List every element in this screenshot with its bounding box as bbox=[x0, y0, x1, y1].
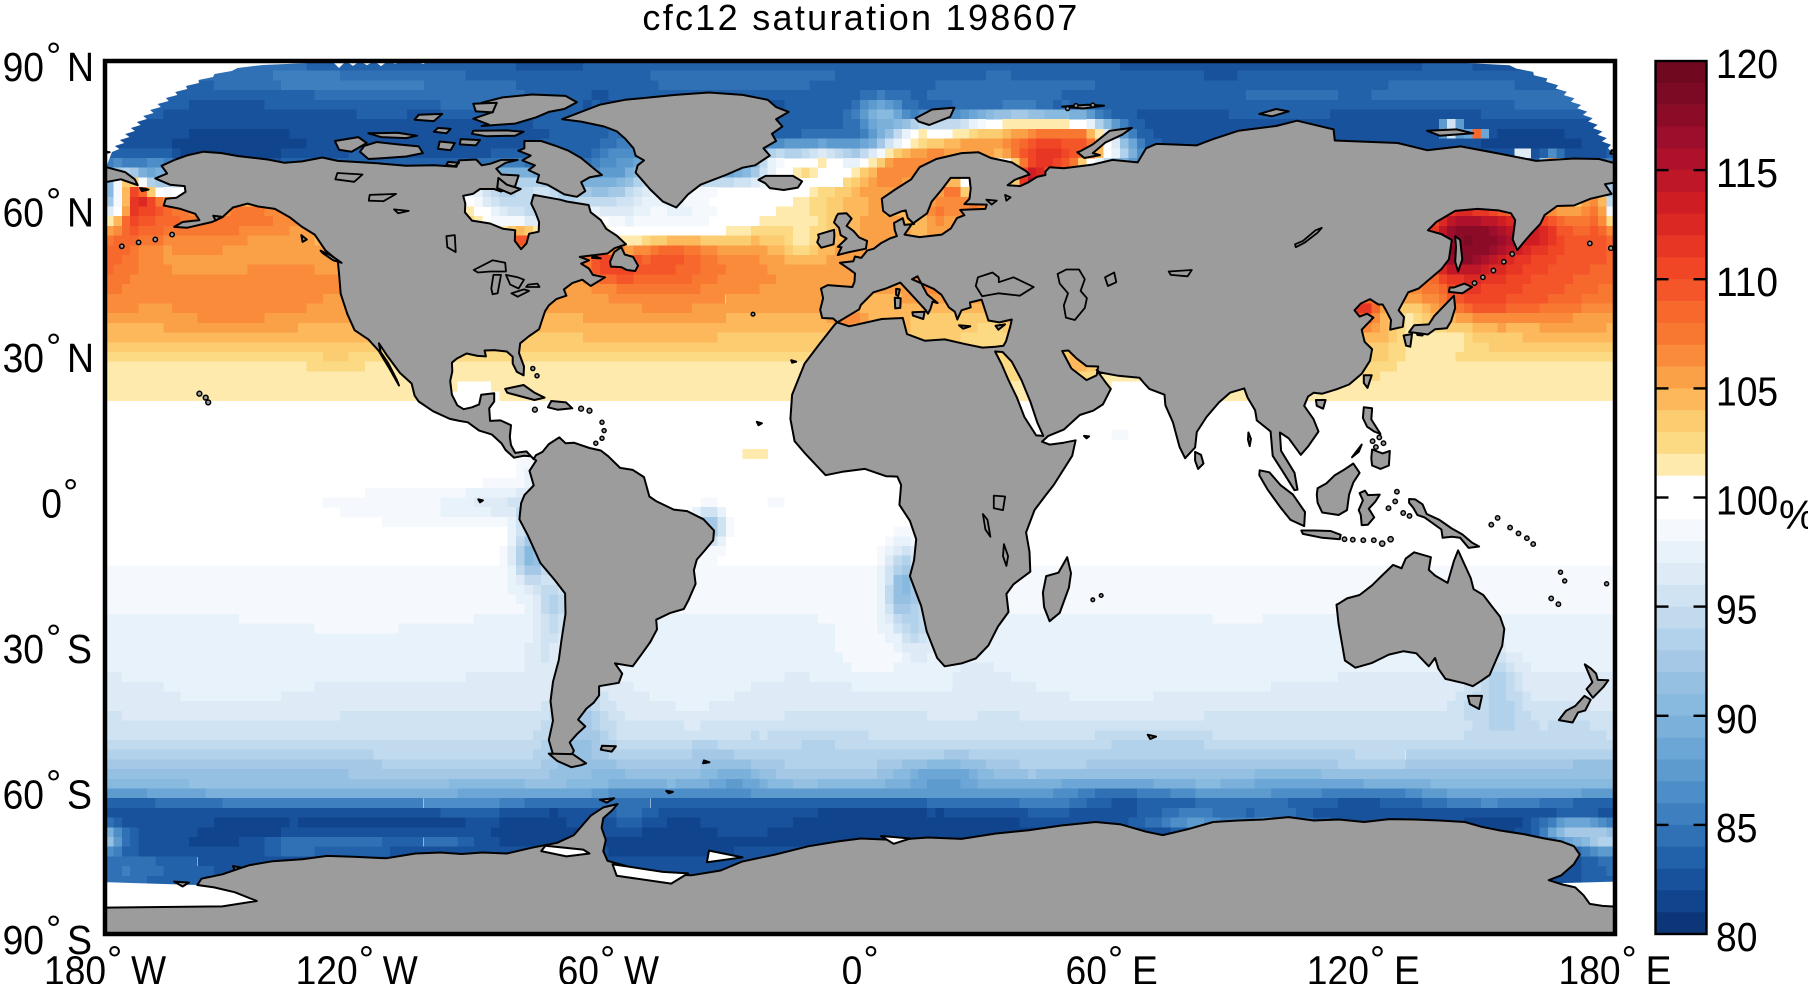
svg-text:°: ° bbox=[46, 182, 61, 224]
svg-text:S: S bbox=[67, 917, 92, 963]
svg-text:60: 60 bbox=[3, 190, 44, 236]
svg-text:90: 90 bbox=[3, 44, 44, 90]
svg-text:cfc12 saturation 198607: cfc12 saturation 198607 bbox=[642, 0, 1079, 38]
svg-text:95: 95 bbox=[1716, 587, 1757, 633]
svg-text:N: N bbox=[67, 335, 94, 381]
svg-text:90: 90 bbox=[3, 917, 44, 963]
svg-text:N: N bbox=[67, 44, 94, 90]
svg-text:W: W bbox=[131, 948, 166, 984]
svg-text:°: ° bbox=[46, 909, 61, 951]
svg-text:60: 60 bbox=[558, 948, 599, 984]
svg-text:°: ° bbox=[600, 940, 615, 982]
svg-text:60: 60 bbox=[1066, 948, 1107, 984]
svg-text:°: ° bbox=[1370, 940, 1385, 982]
svg-text:180: 180 bbox=[44, 948, 106, 984]
svg-text:%: % bbox=[1779, 492, 1808, 538]
svg-text:100: 100 bbox=[1716, 478, 1778, 524]
svg-text:115: 115 bbox=[1716, 150, 1778, 196]
svg-text:°: ° bbox=[46, 764, 61, 806]
svg-text:105: 105 bbox=[1716, 368, 1778, 414]
svg-text:°: ° bbox=[63, 473, 78, 515]
svg-text:W: W bbox=[383, 948, 418, 984]
svg-text:N: N bbox=[67, 190, 94, 236]
svg-text:°: ° bbox=[46, 618, 61, 660]
svg-text:120: 120 bbox=[1307, 948, 1369, 984]
svg-text:°: ° bbox=[359, 940, 374, 982]
svg-text:0: 0 bbox=[842, 948, 863, 984]
svg-text:°: ° bbox=[1622, 940, 1637, 982]
svg-text:85: 85 bbox=[1716, 805, 1757, 851]
svg-text:E: E bbox=[1132, 948, 1158, 984]
svg-text:°: ° bbox=[46, 327, 61, 369]
svg-text:°: ° bbox=[863, 940, 878, 982]
svg-text:S: S bbox=[67, 626, 92, 672]
svg-text:E: E bbox=[1646, 948, 1672, 984]
svg-text:80: 80 bbox=[1716, 914, 1757, 960]
svg-text:30: 30 bbox=[3, 626, 44, 672]
svg-text:W: W bbox=[624, 948, 659, 984]
svg-text:S: S bbox=[67, 772, 92, 818]
svg-text:°: ° bbox=[1108, 940, 1123, 982]
svg-text:°: ° bbox=[46, 36, 61, 78]
svg-text:110: 110 bbox=[1716, 259, 1778, 305]
svg-text:0: 0 bbox=[41, 481, 62, 527]
svg-text:120: 120 bbox=[1716, 41, 1778, 87]
svg-text:60: 60 bbox=[3, 772, 44, 818]
svg-text:180: 180 bbox=[1559, 948, 1621, 984]
svg-text:90: 90 bbox=[1716, 696, 1757, 742]
svg-text:30: 30 bbox=[3, 335, 44, 381]
svg-text:120: 120 bbox=[296, 948, 358, 984]
svg-text:E: E bbox=[1394, 948, 1420, 984]
svg-text:°: ° bbox=[107, 940, 122, 982]
